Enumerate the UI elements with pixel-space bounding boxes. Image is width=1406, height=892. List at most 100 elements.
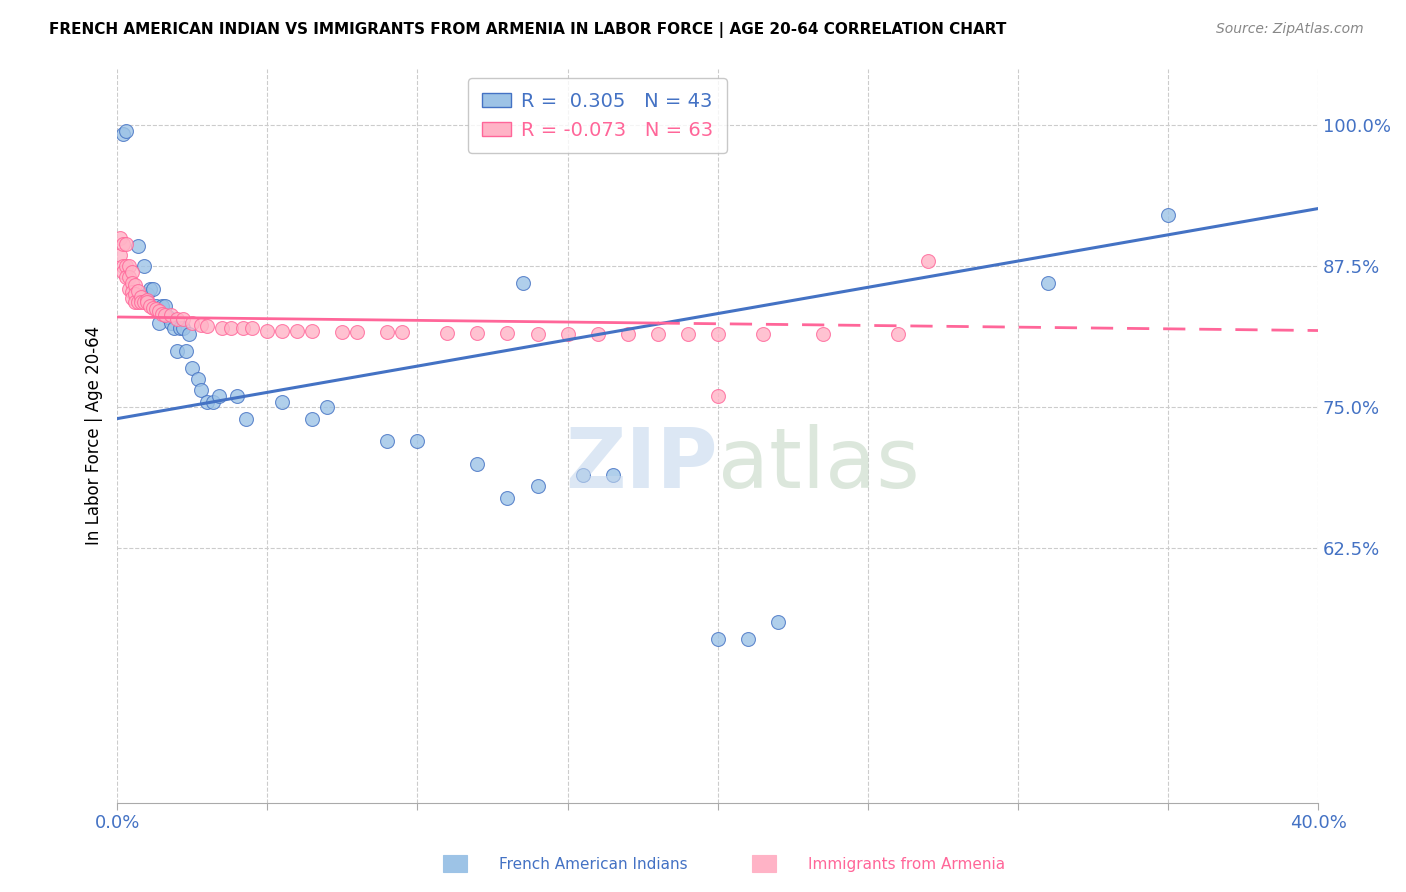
Point — [1036, 276, 1059, 290]
Legend: R =  0.305   N = 43, R = -0.073   N = 63: R = 0.305 N = 43, R = -0.073 N = 63 — [468, 78, 727, 153]
Point — [155, 299, 177, 313]
Point — [195, 318, 218, 333]
Point — [169, 321, 191, 335]
Point — [129, 290, 152, 304]
Point — [235, 411, 257, 425]
Point — [115, 236, 138, 251]
Point — [526, 479, 548, 493]
Point — [467, 457, 489, 471]
Text: atlas: atlas — [717, 425, 920, 506]
Point — [145, 301, 167, 316]
Point — [301, 411, 323, 425]
Point — [211, 321, 233, 335]
Point — [766, 615, 789, 629]
Point — [616, 326, 638, 341]
Point — [557, 326, 579, 341]
Point — [571, 468, 593, 483]
Point — [174, 343, 197, 358]
Point — [124, 278, 146, 293]
Point — [467, 326, 489, 340]
Point — [155, 308, 177, 322]
Point — [436, 326, 458, 340]
Point — [917, 253, 939, 268]
Point — [148, 316, 170, 330]
Point — [115, 270, 138, 285]
Point — [811, 326, 834, 341]
Point — [145, 299, 167, 313]
Point — [647, 326, 669, 341]
Point — [166, 343, 188, 358]
Point — [129, 295, 152, 310]
Point — [115, 259, 138, 273]
Point — [108, 248, 131, 262]
Point — [496, 491, 519, 505]
Point — [134, 295, 156, 310]
Point — [150, 307, 173, 321]
Point — [112, 259, 135, 273]
Point — [586, 326, 609, 341]
Point — [179, 326, 201, 341]
Point — [160, 308, 183, 322]
Point — [1157, 208, 1180, 222]
Point — [150, 299, 173, 313]
Point — [208, 389, 231, 403]
Point — [127, 239, 149, 253]
Y-axis label: In Labor Force | Age 20-64: In Labor Force | Age 20-64 — [86, 326, 103, 545]
Point — [676, 326, 699, 341]
Point — [127, 295, 149, 310]
Point — [121, 291, 143, 305]
Point — [121, 285, 143, 300]
Point — [271, 394, 294, 409]
Point — [136, 295, 159, 310]
Point — [377, 325, 399, 339]
Text: French American Indians: French American Indians — [499, 857, 688, 872]
Point — [190, 318, 212, 332]
Point — [136, 287, 159, 301]
Point — [112, 265, 135, 279]
Point — [202, 394, 225, 409]
Point — [121, 265, 143, 279]
Point — [172, 312, 194, 326]
Point — [157, 310, 180, 324]
Point — [112, 236, 135, 251]
Point — [136, 293, 159, 307]
Point — [316, 401, 339, 415]
Point — [118, 270, 141, 285]
Point — [346, 325, 368, 339]
Point — [256, 324, 278, 338]
Point — [406, 434, 429, 449]
Point — [391, 325, 413, 339]
Point — [526, 326, 548, 341]
Text: ZIP: ZIP — [565, 425, 717, 506]
Point — [190, 384, 212, 398]
Point — [512, 276, 534, 290]
Point — [751, 326, 773, 341]
Point — [240, 321, 263, 335]
Point — [232, 321, 254, 335]
Text: Immigrants from Armenia: Immigrants from Armenia — [808, 857, 1005, 872]
Point — [496, 326, 519, 340]
Point — [181, 360, 204, 375]
Point — [134, 259, 156, 273]
Point — [108, 231, 131, 245]
Point — [219, 321, 242, 335]
Point — [181, 316, 204, 330]
Point — [706, 389, 728, 403]
Point — [172, 321, 194, 335]
Point — [139, 282, 162, 296]
Text: Source: ZipAtlas.com: Source: ZipAtlas.com — [1216, 22, 1364, 37]
Point — [160, 316, 183, 330]
Point — [118, 259, 141, 273]
Point — [127, 284, 149, 298]
Point — [115, 123, 138, 137]
Point — [195, 394, 218, 409]
Point — [737, 632, 759, 646]
Point — [163, 321, 186, 335]
Point — [285, 324, 308, 338]
Point — [148, 304, 170, 318]
Point — [706, 326, 728, 341]
Point — [142, 301, 165, 315]
Point — [377, 434, 399, 449]
Point — [602, 468, 624, 483]
Point — [124, 295, 146, 310]
